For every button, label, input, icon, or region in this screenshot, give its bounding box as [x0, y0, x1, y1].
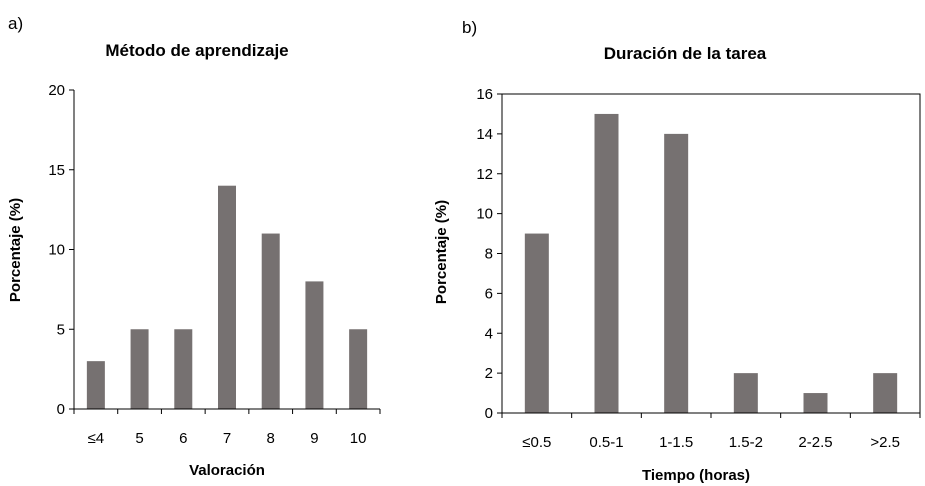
- chart-b-y-tick-label-8: 16: [476, 86, 493, 103]
- chart-a-x-tick-label-1: 5: [135, 430, 143, 447]
- chart-a-y-tick-label-1: 5: [57, 321, 65, 338]
- chart-a-x-tick-label-5: 9: [310, 430, 318, 447]
- panel-label-b: b): [462, 18, 477, 37]
- chart-b-x-axis-title: Tiempo (horas): [642, 467, 750, 484]
- chart-a-y-tick-label-3: 15: [48, 162, 65, 179]
- chart-b-x-tick-label-2: 1-1.5: [659, 434, 693, 451]
- chart-a-x-tick-label-6: 10: [350, 430, 367, 447]
- chart-a-x-tick-label-2: 6: [179, 430, 187, 447]
- panel-label-a: a): [8, 14, 23, 33]
- chart-a-bar-5: [305, 281, 324, 409]
- chart-a-x-tick-label-3: 7: [223, 430, 231, 447]
- chart-b-bar-3: [733, 373, 758, 414]
- chart-a-x-tick-label-4: 8: [267, 430, 275, 447]
- chart-a-y-tick-label-4: 20: [48, 82, 65, 99]
- chart-b-x-tick-label-4: 2-2.5: [798, 434, 832, 451]
- chart-a-bar-3: [218, 185, 236, 409]
- chart-a-y-tick-label-0: 0: [57, 401, 65, 418]
- chart-b-y-tick-label-4: 8: [485, 246, 493, 263]
- chart-b-x-tick-label-1: 0.5-1: [589, 434, 623, 451]
- chart-a: a) Método de aprendizaje Porcentaje (%) …: [7, 14, 381, 479]
- chart-a-y-tick-label-2: 10: [48, 242, 65, 259]
- chart-b: b) Duración de la tarea Porcentaje (%) T…: [433, 18, 921, 484]
- chart-b-bar-2: [664, 133, 689, 414]
- chart-a-y-axis-title: Porcentaje (%): [7, 198, 24, 302]
- chart-b-bar-4: [803, 393, 828, 413]
- chart-b-y-tick-label-6: 12: [476, 166, 493, 183]
- chart-a-bar-6: [349, 329, 368, 409]
- chart-b-x-tick-label-5: >2.5: [870, 434, 900, 451]
- chart-a-bar-2: [174, 329, 193, 409]
- chart-b-y-tick-label-0: 0: [485, 405, 493, 422]
- chart-b-plot: 0 2 4 6 8 10 12 14 16 ≤0.5 0.5-1 1-1.5 1.5-2 2-2.5 >2.…: [476, 86, 921, 451]
- chart-b-y-axis-title: Porcentaje (%): [433, 200, 450, 304]
- chart-b-bar-1: [594, 113, 619, 413]
- chart-b-x-tick-label-3: 1.5-2: [729, 434, 763, 451]
- chart-b-y-tick-label-5: 10: [476, 206, 493, 223]
- chart-a-bar-4: [261, 233, 280, 409]
- chart-b-y-tick-label-7: 14: [476, 126, 493, 143]
- chart-b-plot-frame: [501, 93, 921, 414]
- chart-b-x-tick-label-0: ≤0.5: [522, 434, 551, 451]
- chart-a-bar-0: [86, 361, 105, 409]
- chart-b-bar-0: [524, 233, 549, 413]
- chart-a-bar-1: [130, 329, 149, 409]
- chart-a-x-tick-label-0: ≤4: [88, 430, 105, 447]
- chart-a-title: Método de aprendizaje: [105, 41, 288, 60]
- chart-a-x-axis-title: Valoración: [189, 462, 265, 479]
- chart-b-bar-5: [873, 373, 898, 414]
- chart-a-plot: 0 5 10 15 20 ≤4 5 6 7 8 9 10: [48, 82, 381, 447]
- chart-b-y-tick-label-3: 6: [485, 285, 493, 302]
- chart-b-y-tick-label-2: 4: [485, 325, 493, 342]
- chart-b-y-tick-label-1: 2: [485, 365, 493, 382]
- chart-b-title: Duración de la tarea: [604, 44, 767, 63]
